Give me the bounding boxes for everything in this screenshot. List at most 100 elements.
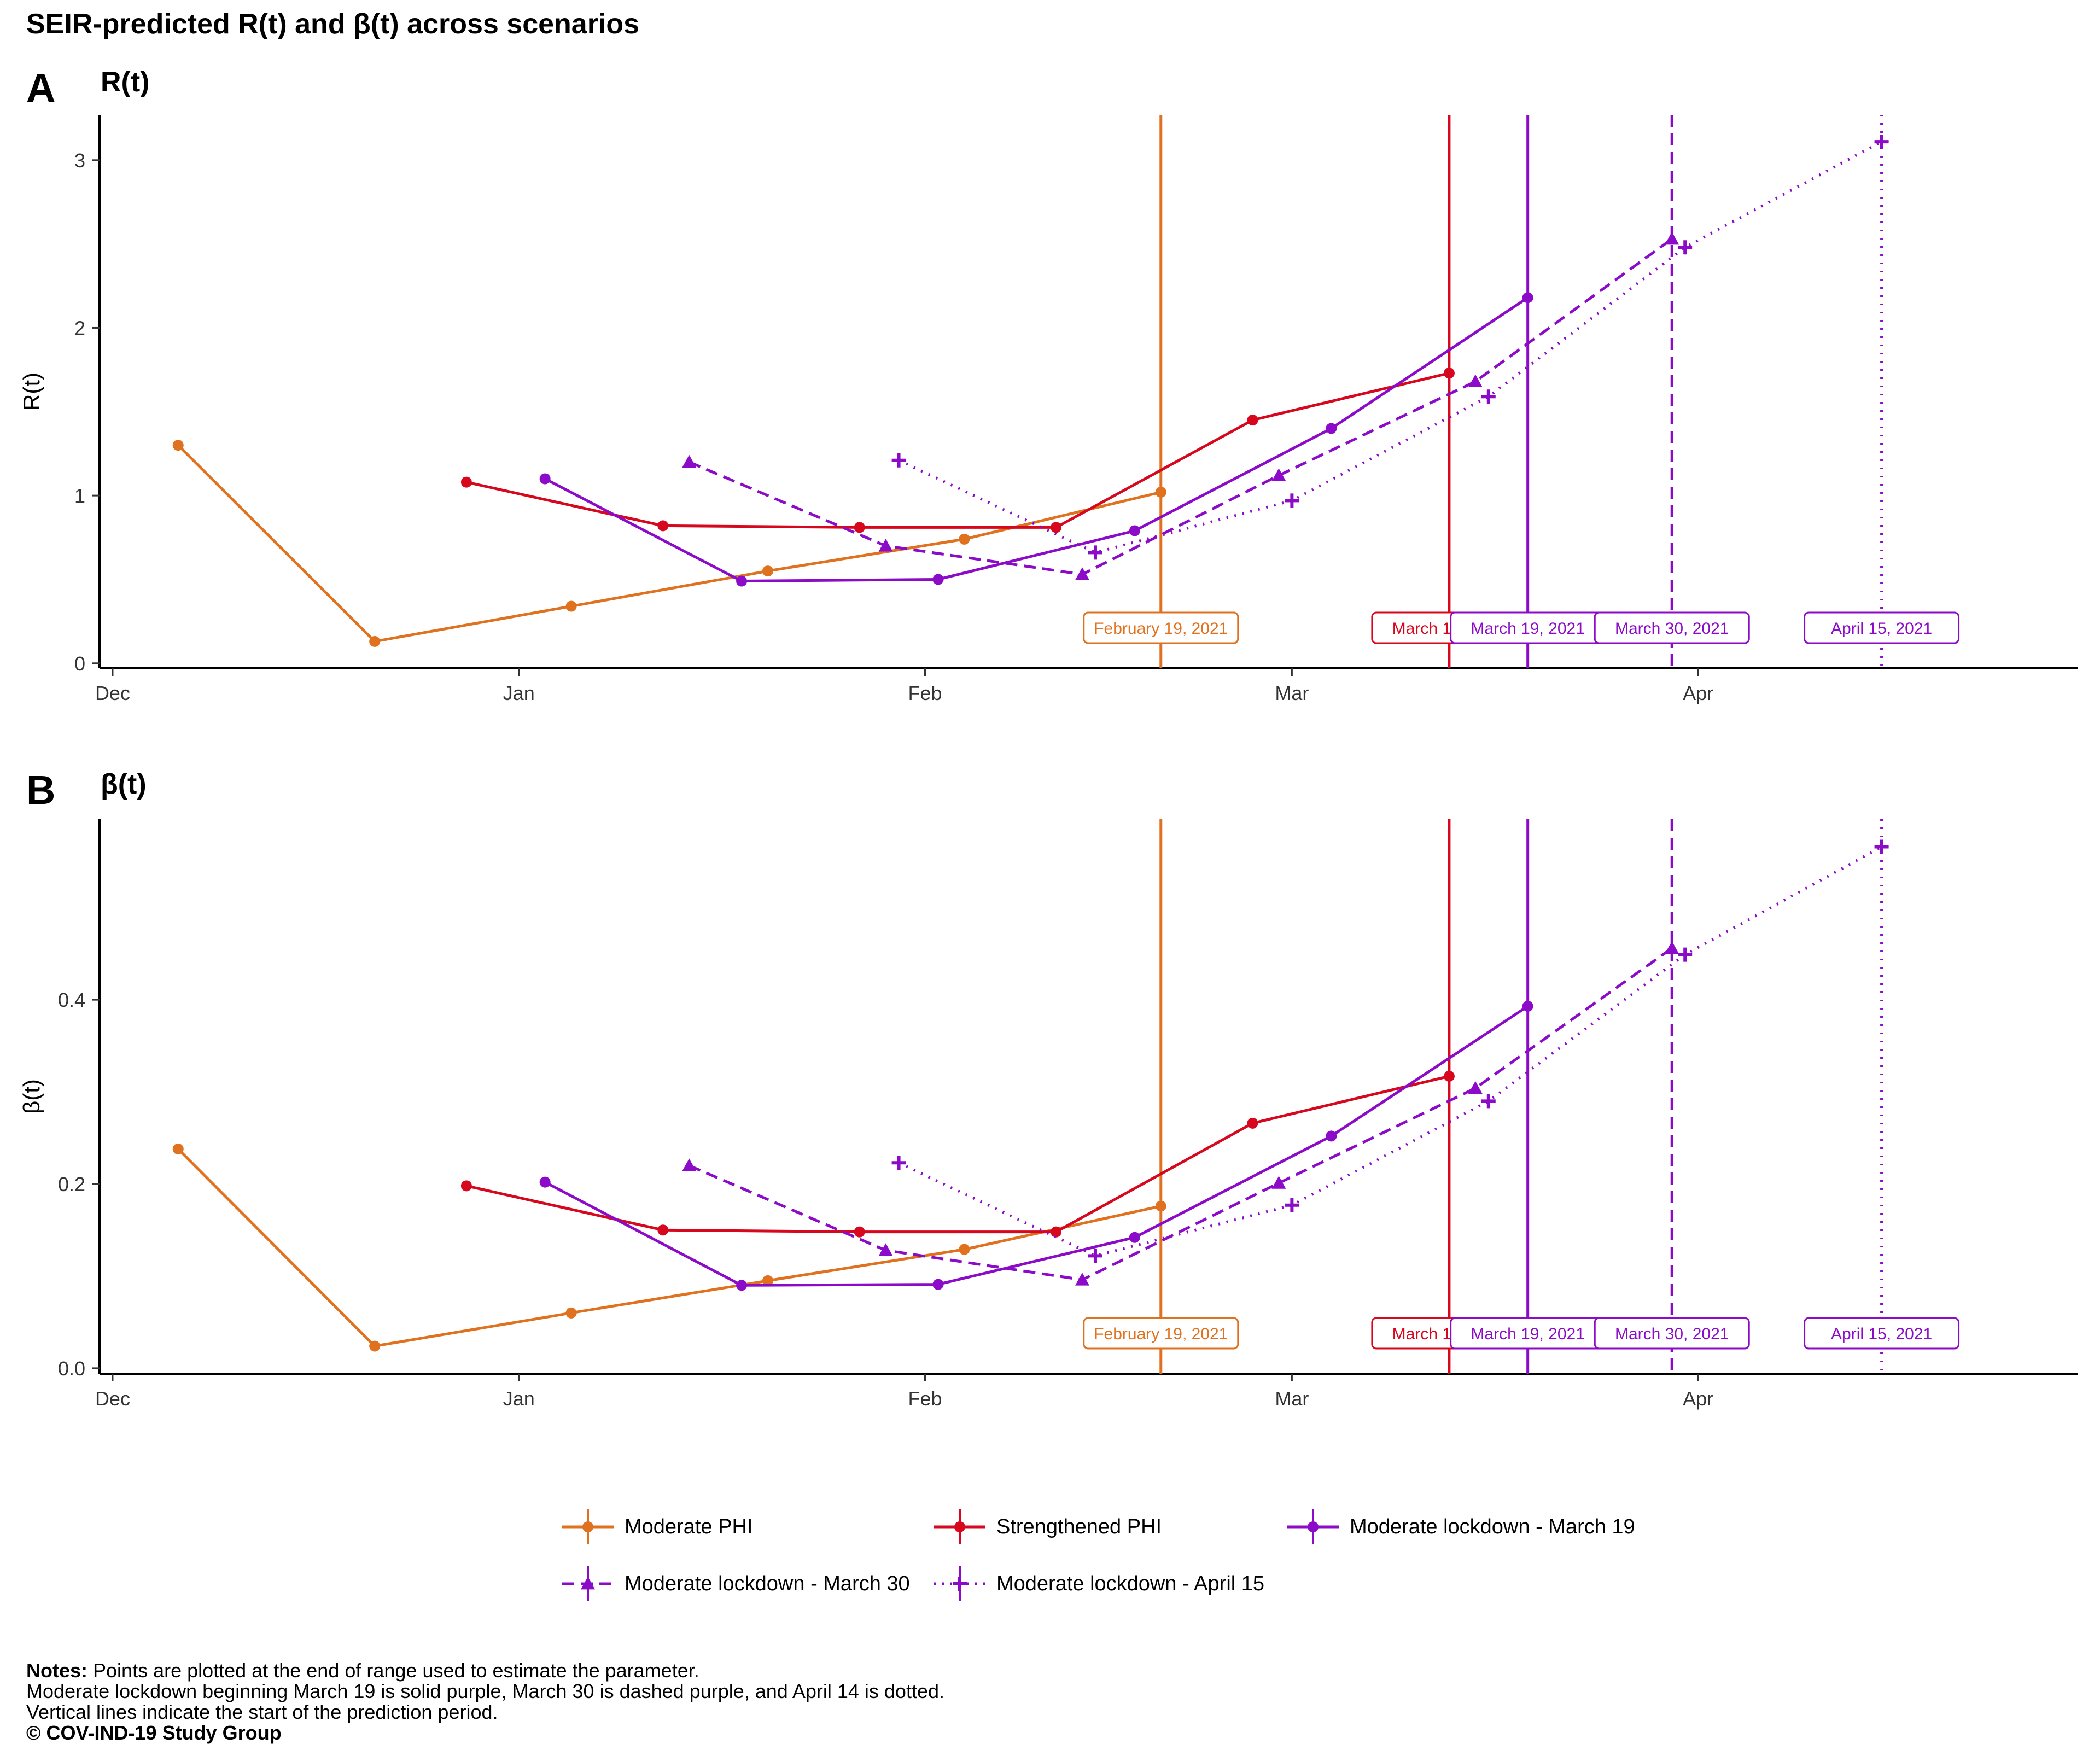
- panel-a-y-tick-label: 1: [74, 485, 85, 507]
- data-point: [1155, 487, 1166, 498]
- data-point: [1481, 1094, 1496, 1109]
- date-label-text: February 19, 2021: [1094, 620, 1228, 638]
- chart-title: SEIR-predicted R(t) and β(t) across scen…: [26, 8, 640, 40]
- panel-b-series-moderate-lockdown-march-19: [539, 1000, 1533, 1291]
- data-point: [1678, 240, 1693, 255]
- date-label-box: [1804, 611, 1960, 644]
- series-line: [689, 947, 1673, 1281]
- panel-b-series-moderate-phi: [172, 1144, 1166, 1352]
- panel-b-y-axis-label: β(t): [19, 1079, 44, 1114]
- chart-panel-b: 0.0 0.2 0.4 Dec Jan Feb Mar Apr β(t) February 19,…: [19, 819, 2078, 1410]
- notes-line-3: Vertical lines indicate the start of the…: [26, 1701, 498, 1723]
- data-point: [1443, 368, 1455, 379]
- panel-a-y-tick-label: 2: [74, 317, 85, 339]
- panel-b-series-moderate-lockdown-march-30: [682, 941, 1679, 1286]
- panel-b-series-moderate-lockdown-april-15: [891, 839, 1889, 1263]
- notes-line-1: Notes: Points are plotted at the end of …: [26, 1660, 944, 1681]
- date-label-text: March 19, 2021: [1471, 620, 1584, 638]
- series-line: [544, 1005, 1529, 1287]
- notes-text-1: Points are plotted at the end of range u…: [88, 1659, 699, 1682]
- data-point: [657, 1224, 669, 1236]
- data-point: [1665, 231, 1679, 245]
- data-point: [959, 1244, 970, 1255]
- data-point: [854, 522, 865, 533]
- panel-b-date-label-march-19-2021: March 19, 2021: [1450, 1317, 1606, 1350]
- series-line: [466, 1075, 1450, 1234]
- panel-a-letter: A: [26, 65, 56, 110]
- data-point: [1326, 1130, 1337, 1142]
- panel-b-x-tick-label: Mar: [1275, 1387, 1309, 1410]
- data-point: [657, 520, 669, 532]
- legend-item-lockdown-march-30: Moderate lockdown - March 30: [558, 1556, 910, 1611]
- data-point: [1247, 1117, 1258, 1129]
- panel-a-date-label-april-15-2021: April 15, 2021: [1804, 611, 1960, 644]
- panel-a-date-label-march-19-2021: March 19, 2021: [1450, 611, 1606, 644]
- panel-a-x-tick-label: Feb: [908, 682, 942, 704]
- data-point: [369, 1340, 381, 1352]
- date-label-text: February 19, 2021: [1094, 1325, 1228, 1343]
- data-point: [1129, 1232, 1140, 1243]
- date-label-box: [1594, 1317, 1750, 1350]
- panel-b-series-strengthened-phi: [460, 1070, 1455, 1238]
- panel-a-y-tick-label: 3: [74, 149, 85, 172]
- data-point: [539, 473, 551, 485]
- data-point: [1075, 567, 1090, 580]
- data-point: [1075, 1273, 1090, 1286]
- data-point: [1271, 468, 1286, 481]
- data-point: [1088, 1249, 1102, 1263]
- panel-a-series-moderate-lockdown-april-15: [891, 135, 1889, 560]
- notes-label: Notes:: [26, 1659, 88, 1682]
- data-point: [1468, 1081, 1483, 1094]
- panel-a-y-axis-label: R(t): [19, 372, 44, 411]
- panel-b-x-tick-label: Apr: [1683, 1387, 1713, 1410]
- panel-b-y-tick-label: 0.0: [58, 1357, 85, 1380]
- data-point: [1665, 941, 1679, 954]
- legend-key-marker: [582, 1521, 593, 1532]
- legend-label: Moderate lockdown - March 19: [1350, 1515, 1635, 1538]
- panel-a-subtitle: R(t): [101, 66, 150, 98]
- data-point: [1285, 493, 1299, 508]
- data-point: [1522, 292, 1533, 304]
- legend-key-marker: [953, 1577, 967, 1591]
- date-label-box: [1083, 1317, 1239, 1350]
- data-point: [878, 539, 893, 552]
- data-point: [1051, 1226, 1062, 1238]
- legend-key-marker: [1308, 1521, 1319, 1532]
- date-label-text: April 15, 2021: [1831, 1325, 1932, 1343]
- data-point: [1874, 839, 1889, 854]
- panel-b-x-tick-label: Feb: [908, 1387, 942, 1410]
- series-line: [466, 371, 1450, 529]
- series-line: [177, 444, 1162, 643]
- data-point: [682, 454, 697, 468]
- legend-item-moderate-phi: Moderate PHI: [558, 1500, 752, 1554]
- data-point: [891, 453, 906, 468]
- legend-label: Moderate lockdown - March 30: [625, 1572, 910, 1595]
- panel-a-series-moderate-lockdown-march-19: [539, 292, 1533, 587]
- chart-notes: Notes: Points are plotted at the end of …: [26, 1660, 944, 1743]
- copyright: © COV-IND-19 Study Group: [26, 1722, 282, 1744]
- data-point: [565, 600, 577, 612]
- panel-b-x-tick-label: Jan: [503, 1387, 535, 1410]
- data-point: [539, 1176, 551, 1188]
- legend-label: Moderate PHI: [625, 1515, 753, 1538]
- legend-key-marker: [581, 1577, 595, 1590]
- panel-b-x-tick-label: Dec: [95, 1387, 130, 1410]
- legend-item-strengthened-phi: Strengthened PHI: [930, 1500, 1162, 1554]
- legend-key-lockdown-march-19: [1287, 1509, 1339, 1544]
- date-label-box: [1594, 611, 1750, 644]
- date-label-text: March 30, 2021: [1615, 1325, 1729, 1343]
- legend-label: Strengthened PHI: [996, 1515, 1162, 1538]
- data-point: [878, 1243, 893, 1256]
- panel-b-y-tick-label: 0.4: [58, 989, 85, 1011]
- data-point: [1326, 423, 1337, 434]
- panel-a-date-label-march-30-2021: March 30, 2021: [1594, 611, 1750, 644]
- data-point: [172, 440, 184, 451]
- panel-a-series-moderate-lockdown-march-30: [682, 231, 1679, 580]
- data-point: [1678, 947, 1693, 962]
- data-point: [1468, 374, 1483, 387]
- data-point: [369, 635, 381, 647]
- date-label-box: [1804, 1317, 1960, 1350]
- legend-item-lockdown-april-15: Moderate lockdown - April 15: [930, 1556, 1264, 1611]
- data-point: [460, 1180, 472, 1192]
- data-point: [682, 1158, 697, 1171]
